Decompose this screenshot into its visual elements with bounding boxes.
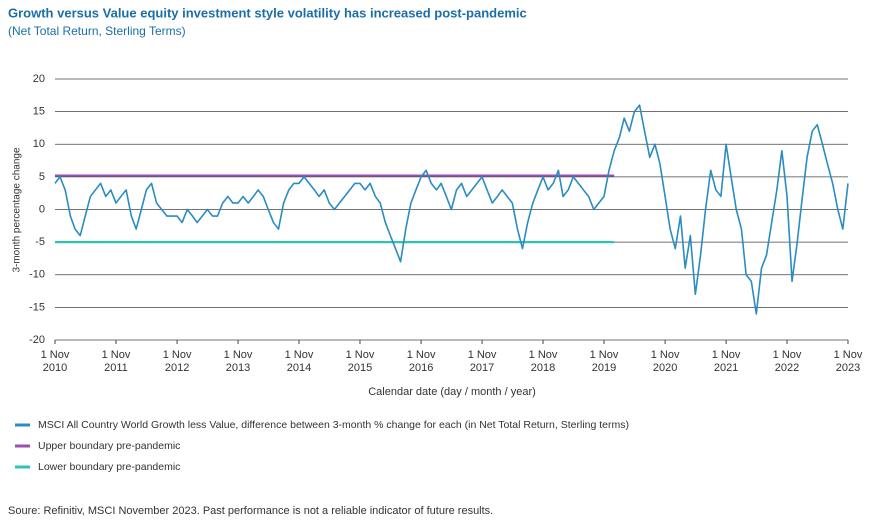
x-axis-label: Calendar date (day / month / year) xyxy=(368,386,536,398)
y-tick-label: 15 xyxy=(33,106,45,118)
x-tick-label: 1 Nov 2016 xyxy=(407,349,436,374)
x-tick-label: 1 Nov 2023 xyxy=(834,349,863,374)
y-tick-label: 10 xyxy=(33,138,45,150)
x-tick-label: 1 Nov 2010 xyxy=(41,349,70,374)
source-note: Soure: Refinitiv, MSCI November 2023. Pa… xyxy=(8,505,493,517)
legend-label: MSCI All Country World Growth less Value… xyxy=(38,419,629,431)
x-tick-label: 1 Nov 2020 xyxy=(651,349,680,374)
chart-subtitle: (Net Total Return, Sterling Terms) xyxy=(8,24,186,38)
x-tick-label: 1 Nov 2015 xyxy=(346,349,375,374)
x-tick-label: 1 Nov 2021 xyxy=(712,349,741,374)
x-tick-label: 1 Nov 2018 xyxy=(529,349,558,374)
y-axis-label: 3-month percentage change xyxy=(12,147,23,273)
x-tick-label: 1 Nov 2019 xyxy=(590,349,619,374)
y-tick-label: 5 xyxy=(39,171,45,183)
y-tick-label: -20 xyxy=(29,334,45,346)
x-tick-label: 1 Nov 2012 xyxy=(163,349,192,374)
x-tick-label: 1 Nov 2022 xyxy=(773,349,802,374)
y-tick-label: -10 xyxy=(29,269,45,281)
series-line xyxy=(54,104,849,315)
x-tick-label: 1 Nov 2017 xyxy=(468,349,497,374)
legend-label: Lower boundary pre-pandemic xyxy=(38,461,180,473)
chart-title: Growth versus Value equity investment st… xyxy=(8,5,527,20)
legend-label: Upper boundary pre-pandemic xyxy=(38,440,180,452)
y-tick-label: -15 xyxy=(29,301,45,313)
x-tick-label: 1 Nov 2014 xyxy=(285,349,314,374)
y-tick-label: -5 xyxy=(35,236,45,248)
y-tick-label: 0 xyxy=(39,203,45,215)
x-tick-label: 1 Nov 2011 xyxy=(102,349,131,374)
x-tick-label: 1 Nov 2013 xyxy=(224,349,253,374)
y-tick-label: 20 xyxy=(33,73,45,85)
